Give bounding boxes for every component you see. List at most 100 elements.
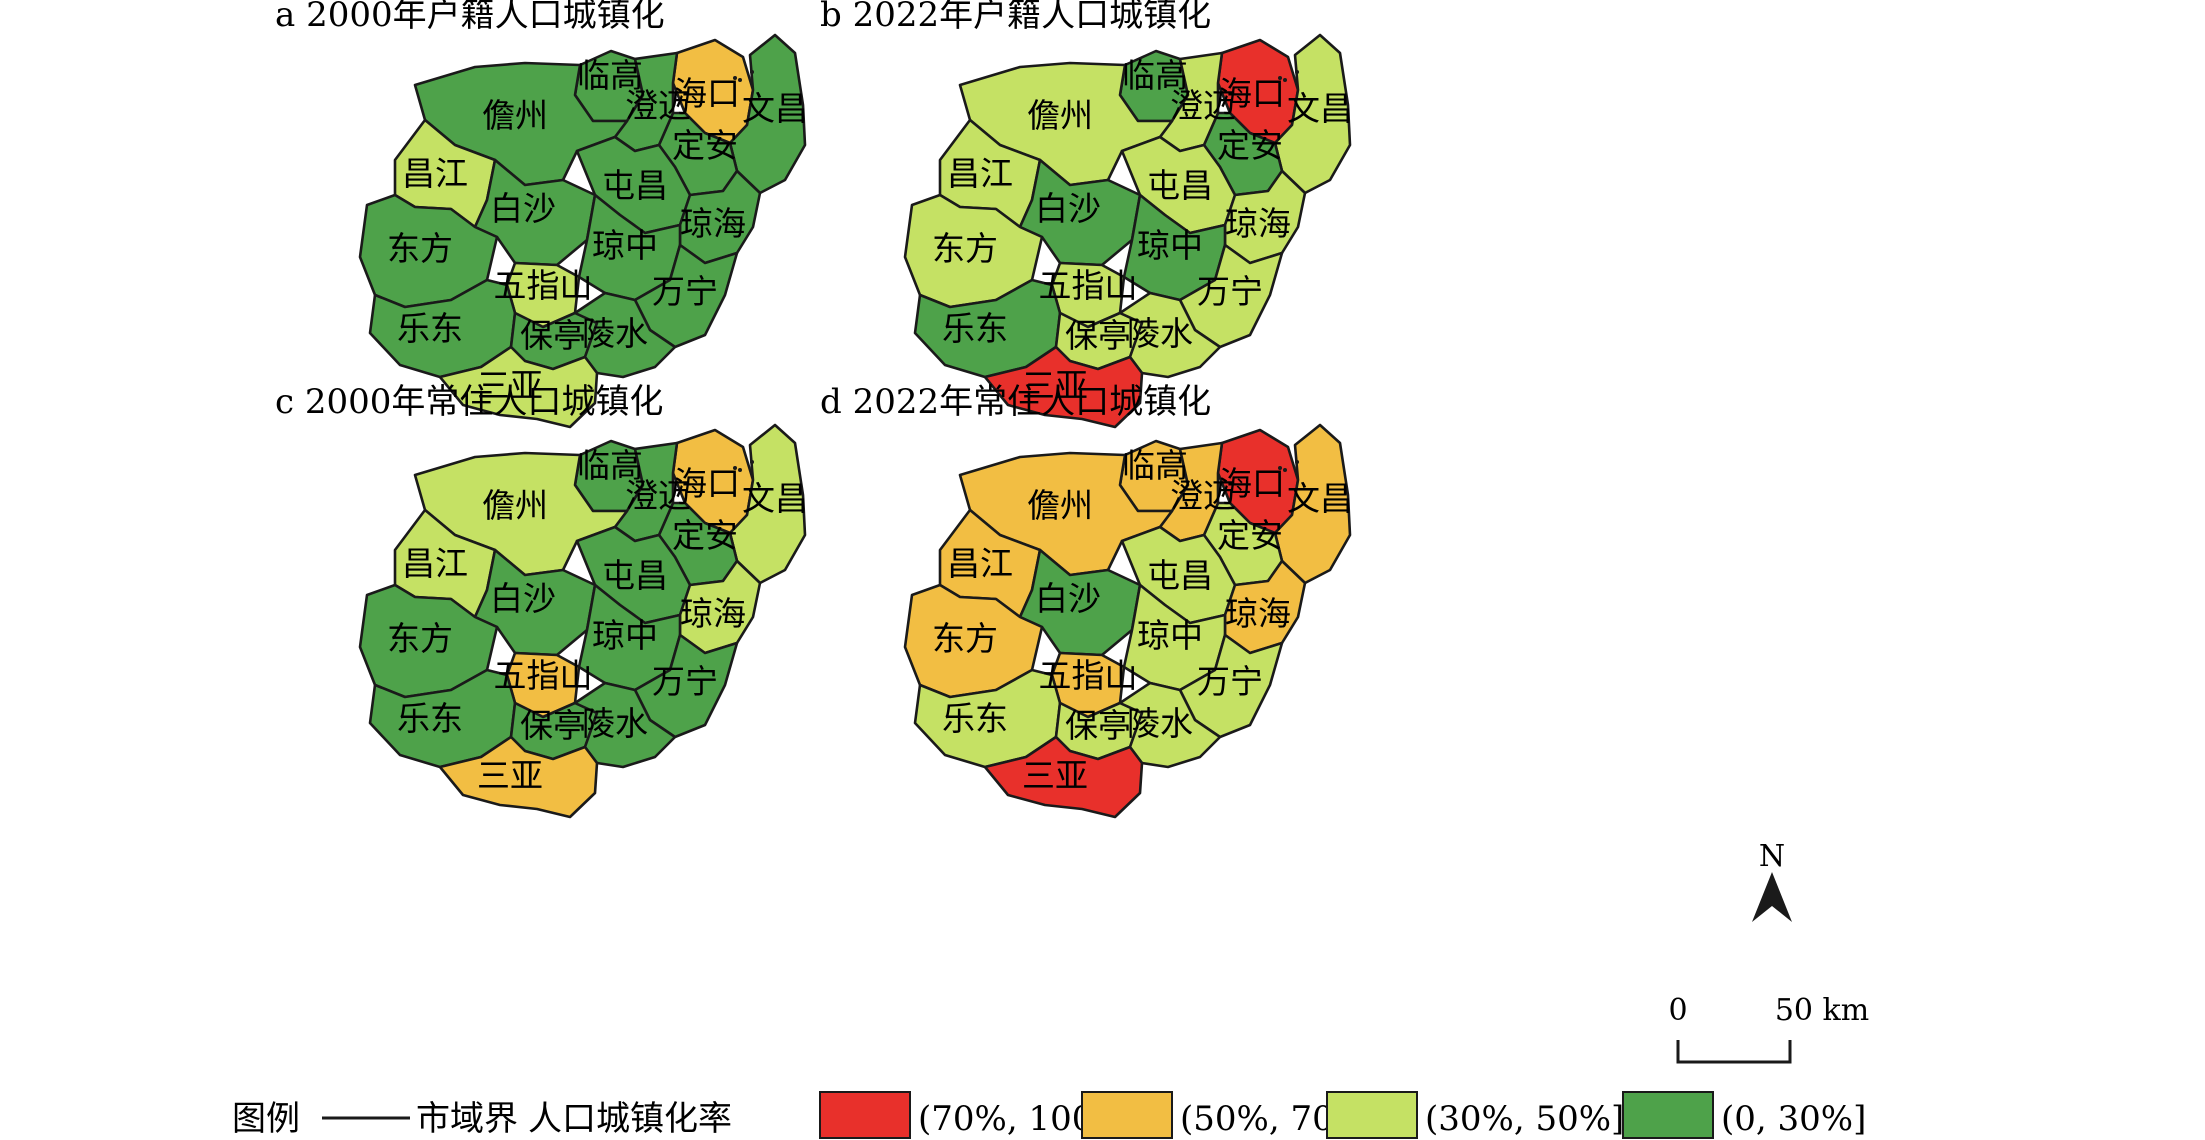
region-label: 保亭 (1065, 706, 1131, 745)
region-label: 澄迈 (1170, 86, 1236, 125)
region-label: 临高 (1122, 446, 1188, 485)
region-label: 琼海 (1225, 204, 1291, 243)
region-label: 陵水 (582, 704, 648, 743)
region-东方 (903, 583, 1044, 699)
region-label: 白沙 (490, 189, 556, 228)
region-文昌 (728, 423, 807, 585)
region-label: 琼中 (592, 226, 658, 265)
region-label: 临高 (577, 446, 643, 485)
islet-dot (1283, 468, 1287, 472)
legend-swatch (819, 1091, 911, 1139)
islet-dot (1295, 460, 1299, 464)
region-label: 儋州 (1027, 96, 1093, 135)
region-label: 乐东 (942, 309, 1008, 348)
region-label: 陵水 (1127, 704, 1193, 743)
region-label: 东方 (932, 229, 998, 268)
islet-dot (1295, 70, 1299, 74)
region-label: 定安 (1217, 516, 1283, 555)
region-label: 昌江 (947, 154, 1013, 193)
legend-boundary-label: 市域界 (416, 1099, 518, 1139)
region-label: 白沙 (1035, 189, 1101, 228)
region-label: 文昌 (742, 89, 808, 128)
legend-swatch (1081, 1091, 1173, 1139)
region-label: 保亭 (520, 706, 586, 745)
legend-classes: (70%, 100%] (50%, 70%] (30%, 50%] (0, 30%] (819, 1091, 1866, 1139)
region-label: 昌江 (402, 154, 468, 193)
islet-dot (738, 78, 742, 82)
region-文昌 (1273, 423, 1352, 585)
region-陵水 (573, 291, 677, 379)
region-label: 保亭 (1065, 316, 1131, 355)
scale-bar-zero: 0 (1668, 993, 1687, 1028)
region-label: 三亚 (1022, 756, 1088, 795)
region-label: 儋州 (1027, 486, 1093, 525)
region-label: 海口 (674, 74, 740, 113)
region-label: 琼海 (680, 204, 746, 243)
region-label: 东方 (932, 619, 998, 658)
scale-bar-end: 50 km (1775, 993, 1869, 1028)
region-三亚 (438, 735, 599, 819)
region-label: 昌江 (947, 544, 1013, 583)
region-label: 昌江 (402, 544, 468, 583)
region-万宁 (633, 633, 739, 739)
region-label: 五指山 (494, 656, 593, 695)
region-label: 白沙 (490, 579, 556, 618)
region-label: 万宁 (652, 272, 718, 311)
region-label: 东方 (387, 619, 453, 658)
region-文昌 (728, 33, 807, 195)
region-label: 定安 (672, 516, 738, 555)
legend-class-label: (0, 30%] (1721, 1099, 1866, 1139)
panel-title: b 2022年户籍人口城镇化 (820, 0, 1211, 35)
islet-dot (733, 466, 737, 470)
region-label: 屯昌 (1147, 166, 1213, 205)
legend-class-label: (30%, 50%] (1425, 1099, 1624, 1139)
islet-dot (733, 76, 737, 80)
region-陵水 (1118, 291, 1222, 379)
north-arrow-label: N (1759, 839, 1785, 874)
islet-dot (1278, 76, 1282, 80)
region-label: 临高 (577, 56, 643, 95)
region-陵水 (1118, 681, 1222, 769)
region-label: 五指山 (494, 266, 593, 305)
region-label: 陵水 (1127, 314, 1193, 353)
region-label: 屯昌 (1147, 556, 1213, 595)
region-label: 五指山 (1039, 266, 1138, 305)
region-label: 万宁 (652, 662, 718, 701)
region-文昌 (1273, 33, 1352, 195)
region-label: 儋州 (482, 96, 548, 135)
panel-title: d 2022年常住人口城镇化 (820, 382, 1211, 422)
panel-title: c 2000年常住人口城镇化 (275, 382, 663, 422)
region-label: 海口 (674, 464, 740, 503)
region-label: 三亚 (477, 366, 543, 405)
islet-dot (1278, 466, 1282, 470)
region-label: 琼海 (680, 594, 746, 633)
region-label: 屯昌 (602, 166, 668, 205)
legend-rate-label: 人口城镇化率 (528, 1099, 732, 1139)
region-label: 文昌 (1287, 479, 1353, 518)
region-label: 东方 (387, 229, 453, 268)
region-label: 澄迈 (625, 86, 691, 125)
region-东方 (358, 193, 499, 309)
region-万宁 (1178, 633, 1284, 739)
region-label: 澄迈 (1170, 476, 1236, 515)
region-label: 海口 (1219, 74, 1285, 113)
legend-swatch (1326, 1091, 1418, 1139)
panel-title: a 2000年户籍人口城镇化 (275, 0, 665, 35)
region-label: 白沙 (1035, 579, 1101, 618)
region-label: 定安 (1217, 126, 1283, 165)
region-label: 乐东 (942, 699, 1008, 738)
region-label: 定安 (672, 126, 738, 165)
region-label: 琼海 (1225, 594, 1291, 633)
region-label: 保亭 (520, 316, 586, 355)
region-label: 陵水 (582, 314, 648, 353)
region-label: 乐东 (397, 309, 463, 348)
